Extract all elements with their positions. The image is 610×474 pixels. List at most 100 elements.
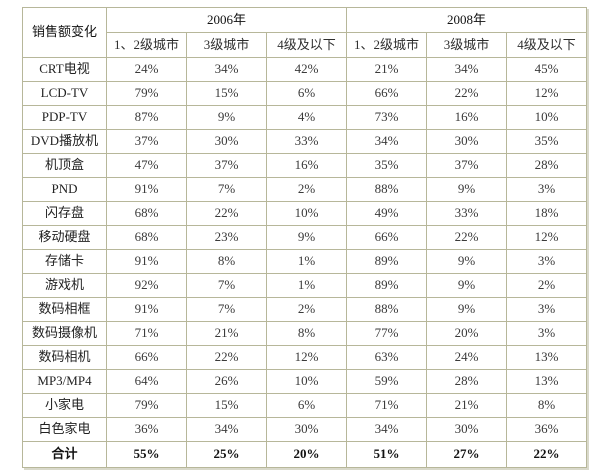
year-header-2006: 2006年 [106,7,347,33]
table-cell: 18% [506,201,587,226]
table-cell: 42% [266,57,347,82]
table-cell: 66% [106,345,187,370]
table-cell: 33% [426,201,507,226]
table-row: CRT电视 24% 34% 42% 21% 34% 45% [22,57,587,82]
row-label: 机顶盒 [22,153,107,178]
table-cell: 12% [506,225,587,250]
table-cell: 12% [506,81,587,106]
table-row: 数码相框 91% 7% 2% 88% 9% 3% [22,297,587,322]
table-cell: 30% [266,417,347,442]
row-label: PDP-TV [22,105,107,130]
table-cell: 22% [426,225,507,250]
row-label: 移动硬盘 [22,225,107,250]
table-cell: 2% [266,177,347,202]
table-cell: 10% [506,105,587,130]
table-cell: 87% [106,105,187,130]
table-cell: 13% [506,369,587,394]
row-label: 小家电 [22,393,107,418]
row-label: 数码摄像机 [22,321,107,346]
table-row: LCD-TV 79% 15% 6% 66% 22% 12% [22,81,587,106]
table-cell: 10% [266,201,347,226]
table-row: 游戏机 92% 7% 1% 89% 9% 2% [22,273,587,298]
table-cell: 49% [346,201,427,226]
table-row: PND 91% 7% 2% 88% 9% 3% [22,177,587,202]
table-row: 机顶盒 47% 37% 16% 35% 37% 28% [22,153,587,178]
table-cell: 28% [506,153,587,178]
table-cell: 21% [346,57,427,82]
tier-header-2008-tier3: 3级城市 [426,32,507,58]
table-cell: 9% [426,249,507,274]
table-cell: 30% [426,129,507,154]
table-cell: 35% [506,129,587,154]
table-cell: 34% [346,417,427,442]
row-label: 数码相框 [22,297,107,322]
table-cell: 16% [426,105,507,130]
table-cell: 79% [106,393,187,418]
table-row: MP3/MP4 64% 26% 10% 59% 28% 13% [22,369,587,394]
row-label: 白色家电 [22,417,107,442]
table-cell: 2% [266,297,347,322]
table-cell: 64% [106,369,187,394]
table-cell: 3% [506,177,587,202]
table-cell: 35% [346,153,427,178]
table-cell: 13% [506,345,587,370]
table-cell: 63% [346,345,427,370]
table-cell: 34% [426,57,507,82]
tier-header-2006-tier12: 1、2级城市 [106,32,187,58]
table-cell: 8% [186,249,267,274]
tier-header-2006-tier4: 4级及以下 [266,32,347,58]
table-cell: 89% [346,249,427,274]
year-header-row: 销售额变化 2006年 2008年 [22,7,587,58]
table-cell: 9% [426,273,507,298]
table-cell: 68% [106,201,187,226]
table-cell: 3% [506,297,587,322]
total-cell: 27% [426,441,507,468]
table-cell: 1% [266,273,347,298]
tier-header-2006-tier3: 3级城市 [186,32,267,58]
table-cell: 7% [186,297,267,322]
row-label: LCD-TV [22,81,107,106]
sales-change-table: 销售额变化 2006年 2008年 1、2级城市 3级城市 4级及以下 1、2级… [22,7,587,468]
table-cell: 8% [266,321,347,346]
table-cell: 22% [426,81,507,106]
table-cell: 79% [106,81,187,106]
table-cell: 73% [346,105,427,130]
table-cell: 88% [346,297,427,322]
table-cell: 23% [186,225,267,250]
table-cell: 77% [346,321,427,346]
table-cell: 3% [506,249,587,274]
table-cell: 6% [266,81,347,106]
table-cell: 36% [506,417,587,442]
table-cell: 89% [346,273,427,298]
row-label: 存储卡 [22,249,107,274]
total-cell: 55% [106,441,187,468]
total-cell: 20% [266,441,347,468]
table-row: 小家电 79% 15% 6% 71% 21% 8% [22,393,587,418]
table-cell: 24% [426,345,507,370]
table-cell: 37% [106,129,187,154]
tier-header-row: 1、2级城市 3级城市 4级及以下 1、2级城市 3级城市 4级及以下 [23,32,587,58]
table-cell: 92% [106,273,187,298]
table-cell: 22% [186,345,267,370]
total-cell: 25% [186,441,267,468]
table-cell: 34% [186,417,267,442]
table-cell: 88% [346,177,427,202]
table-cell: 91% [106,177,187,202]
table-cell: 12% [266,345,347,370]
corner-header: 销售额变化 [22,7,107,58]
row-label: MP3/MP4 [22,369,107,394]
table-cell: 66% [346,81,427,106]
table-cell: 9% [426,177,507,202]
row-label: 数码相机 [22,345,107,370]
table-row: 数码摄像机 71% 21% 8% 77% 20% 3% [22,321,587,346]
table-row: 移动硬盘 68% 23% 9% 66% 22% 12% [22,225,587,250]
table-cell: 9% [426,297,507,322]
table-cell: 45% [506,57,587,82]
table-cell: 36% [106,417,187,442]
total-cell: 51% [346,441,427,468]
table-cell: 15% [186,81,267,106]
table-cell: 16% [266,153,347,178]
table-row: 白色家电 36% 34% 30% 34% 30% 36% [22,417,587,442]
tier-header-2008-tier12: 1、2级城市 [346,32,427,58]
table-cell: 8% [506,393,587,418]
